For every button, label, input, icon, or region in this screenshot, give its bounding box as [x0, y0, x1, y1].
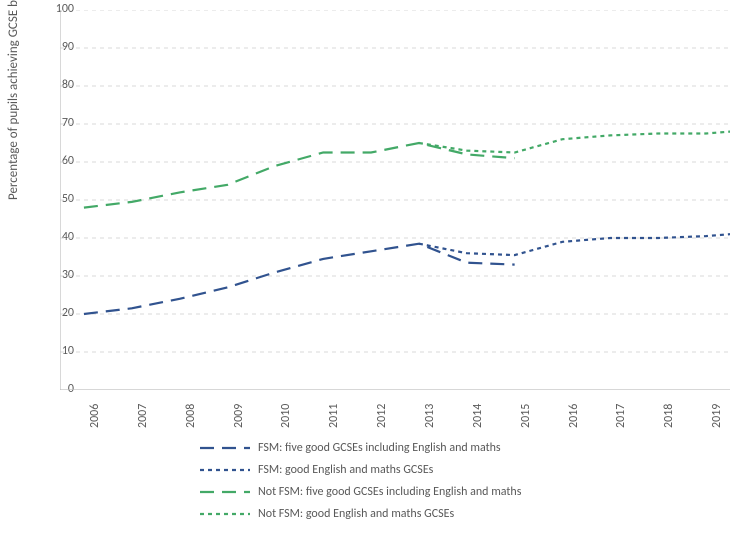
x-tick-label: 2009 [232, 404, 246, 428]
legend-label: Not FSM: good English and maths GCSEs [258, 507, 454, 521]
series-notfsm_five [84, 143, 515, 208]
x-tick-label: 2017 [614, 404, 628, 428]
x-tick-label: 2018 [662, 404, 676, 428]
series-fsm_good [419, 232, 730, 255]
legend-swatch [200, 464, 250, 476]
x-tick-label: 2015 [519, 404, 533, 428]
legend-label: FSM: good English and maths GCSEs [258, 463, 433, 477]
legend-swatch [200, 486, 250, 498]
x-tick-label: 2007 [136, 404, 150, 428]
x-tick-label: 2006 [88, 404, 102, 428]
gcse-benchmark-chart: Percentage of pupils achieving GCSE benc… [0, 0, 754, 535]
x-tick-label: 2008 [184, 404, 198, 428]
x-tick-label: 2013 [423, 404, 437, 428]
legend-item-notfsm_five: Not FSM: five good GCSEs including Engli… [200, 484, 521, 500]
legend-item-fsm_five: FSM: five good GCSEs including English a… [200, 440, 521, 456]
x-tick-label: 2016 [567, 404, 581, 428]
legend-label: Not FSM: five good GCSEs including Engli… [258, 485, 521, 499]
x-tick-label: 2011 [327, 404, 341, 428]
legend-swatch [200, 508, 250, 520]
legend-label: FSM: five good GCSEs including English a… [258, 441, 501, 455]
y-axis-title: Percentage of pupils achieving GCSE benc… [6, 0, 21, 200]
plot-area [60, 10, 730, 390]
legend-swatch [200, 442, 250, 454]
x-tick-label: 2019 [710, 404, 724, 428]
series-notfsm_good [419, 130, 730, 153]
legend-item-fsm_good: FSM: good English and maths GCSEs [200, 462, 521, 478]
x-tick-label: 2012 [375, 404, 389, 428]
x-tick-label: 2010 [279, 404, 293, 428]
x-tick-label: 2014 [471, 404, 485, 428]
series-fsm_five [84, 244, 515, 314]
legend-item-notfsm_good: Not FSM: good English and maths GCSEs [200, 506, 521, 522]
legend: FSM: five good GCSEs including English a… [200, 440, 521, 528]
